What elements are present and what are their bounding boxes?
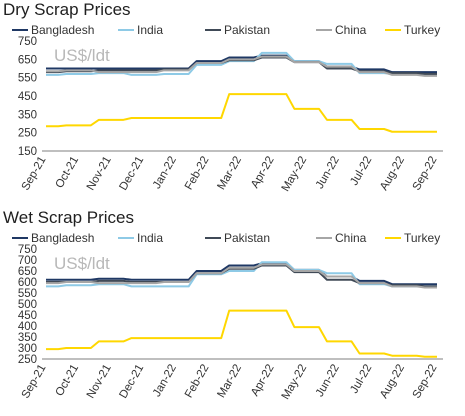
legend-label: Bangladesh — [31, 23, 95, 37]
legend-label: Turkey — [404, 231, 441, 245]
y-tick-label: 650 — [18, 266, 37, 278]
y-tick-label: 500 — [18, 299, 37, 311]
wet-scrap-chart: Wet Scrap Prices Bangladesh India Pakistan… — [0, 208, 465, 416]
series-line-turkey — [46, 93, 437, 133]
legend-item-turkey: Turkey — [385, 231, 440, 245]
x-tick-label: Jul-22 — [348, 363, 374, 396]
y-tick-label: 700 — [18, 255, 37, 267]
legend-label: Bangladesh — [31, 231, 95, 245]
x-tick-label: Jul-22 — [348, 155, 374, 188]
chart-legend: Bangladesh India Pakistan China Turkey — [0, 23, 465, 39]
x-tick-label: Apr-22 — [249, 363, 277, 399]
series-line-bangladesh — [46, 54, 437, 74]
legend-label: Pakistan — [224, 23, 271, 37]
x-tick-label: Mar-22 — [215, 155, 244, 193]
x-tick-label: Feb-22 — [183, 155, 212, 193]
y-tick-label: 250 — [18, 128, 37, 140]
legend-item-turkey: Turkey — [385, 23, 440, 37]
y-tick-label: 450 — [18, 91, 37, 103]
x-tick-label: Feb-22 — [183, 363, 212, 401]
y-tick-label: 650 — [18, 54, 37, 66]
y-tick-label: 350 — [18, 332, 37, 344]
x-tick-label: Jun-22 — [314, 155, 342, 191]
x-tick-label: Sep-22 — [411, 363, 440, 401]
legend-item-bangladesh: Bangladesh — [12, 231, 94, 245]
chart-title: Dry Scrap Prices — [3, 0, 131, 19]
x-tick-label: Oct-21 — [54, 155, 82, 191]
y-tick-label: 600 — [18, 277, 37, 289]
series-line-turkey — [46, 309, 437, 358]
legend-swatch — [118, 29, 134, 31]
x-tick-label: Aug-22 — [378, 155, 407, 193]
y-tick-label: 550 — [18, 288, 37, 300]
legend-item-bangladesh: Bangladesh — [12, 23, 94, 37]
x-tick-label: Dec-21 — [117, 155, 146, 193]
y-tick-label: 350 — [18, 109, 37, 121]
x-tick-label: Jun-22 — [314, 363, 342, 399]
series-line-bangladesh — [46, 262, 437, 286]
x-tick-label: Nov-21 — [85, 363, 114, 401]
x-tick-label: Jan-22 — [151, 155, 179, 191]
unit-label: US$/ldt — [54, 254, 110, 273]
x-tick-label: Dec-21 — [117, 363, 146, 401]
x-tick-label: Apr-22 — [249, 155, 277, 191]
x-tick-label: Nov-21 — [85, 155, 114, 193]
y-tick-label: 300 — [18, 343, 37, 355]
chart-plot: US$/ldt 250300350400450500550600650700750… — [18, 244, 443, 402]
legend-swatch — [385, 237, 401, 239]
legend-item-china: China — [316, 231, 366, 245]
x-tick-label: Sep-22 — [411, 155, 440, 193]
unit-label: US$/ldt — [54, 46, 110, 65]
series-line-china — [46, 263, 437, 289]
legend-item-pakistan: Pakistan — [205, 231, 270, 245]
x-tick-label: May-22 — [280, 155, 310, 194]
legend-label: India — [137, 23, 164, 37]
x-tick-label: Mar-22 — [215, 363, 244, 401]
chart-legend: Bangladesh India Pakistan China Turkey — [0, 231, 465, 247]
legend-swatch — [316, 29, 332, 31]
dry-scrap-chart: Dry Scrap Prices Bangladesh India Pakistan… — [0, 0, 465, 194]
legend-label: Pakistan — [224, 231, 271, 245]
legend-swatch — [12, 29, 28, 31]
legend-item-china: China — [316, 23, 366, 37]
legend-label: India — [137, 231, 164, 245]
legend-swatch — [12, 237, 28, 239]
legend-item-pakistan: Pakistan — [205, 23, 270, 37]
y-tick-label: 550 — [18, 73, 37, 85]
y-tick-label: 250 — [18, 354, 37, 366]
y-tick-label: 450 — [18, 310, 37, 322]
y-tick-label: 400 — [18, 321, 37, 333]
y-tick-label: 750 — [18, 36, 37, 48]
x-tick-label: May-22 — [280, 363, 310, 402]
legend-swatch — [205, 29, 221, 31]
x-tick-label: Jan-22 — [151, 363, 179, 399]
chart-title: Wet Scrap Prices — [3, 208, 135, 227]
x-tick-label: Sep-21 — [20, 155, 49, 193]
legend-swatch — [316, 237, 332, 239]
x-tick-label: Oct-21 — [54, 363, 82, 399]
x-tick-label: Aug-22 — [378, 363, 407, 401]
legend-swatch — [385, 29, 401, 31]
series-line-india — [46, 261, 437, 288]
legend-item-india: India — [118, 231, 163, 245]
chart-plot: US$/ldt 150 250 350 450 550 650 750 Sep-21 Oct-21… — [18, 36, 443, 194]
legend-label: China — [335, 23, 367, 37]
legend-swatch — [118, 237, 134, 239]
legend-label: Turkey — [404, 23, 441, 37]
legend-label: China — [335, 231, 367, 245]
legend-swatch — [205, 237, 221, 239]
y-tick-label: 750 — [18, 244, 37, 256]
y-tick-label: 150 — [18, 146, 37, 158]
legend-item-india: India — [118, 23, 163, 37]
series-line-china — [46, 55, 437, 77]
x-tick-label: Sep-21 — [20, 363, 49, 401]
